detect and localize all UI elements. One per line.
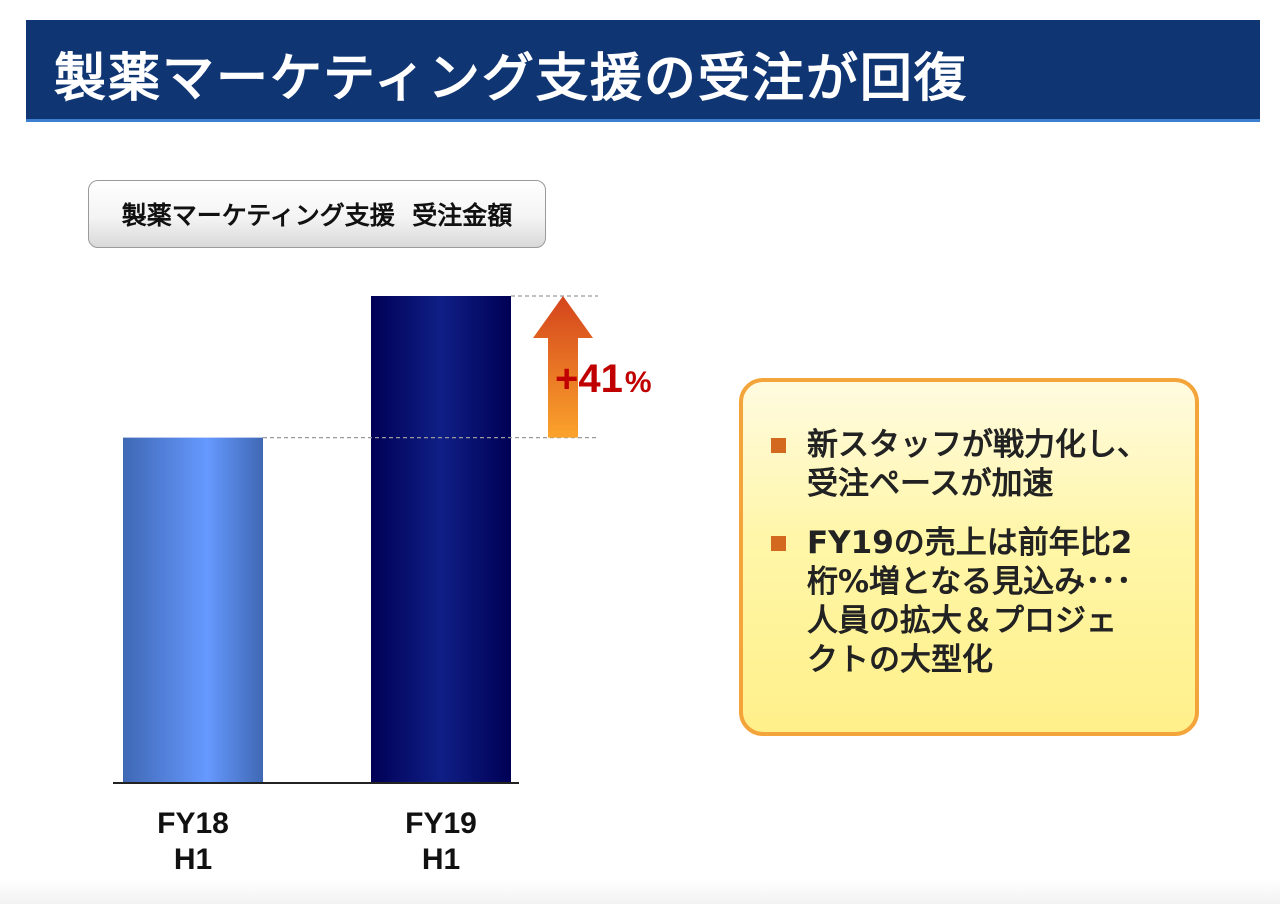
- bottom-fade: [0, 880, 1280, 904]
- growth-annotation-unit: %: [625, 366, 652, 399]
- chart-label: 製薬マーケティング支援 受注金額: [121, 201, 513, 230]
- category-label: FY18 H1: [157, 807, 229, 876]
- page-title: 製薬マーケティング支援の受注が回復: [54, 49, 968, 109]
- category-label-line: H1: [422, 843, 460, 876]
- bar-fy18: [123, 437, 263, 783]
- bullet-line: 桁%増となる見込み･･･: [807, 564, 1132, 600]
- bullet-line: クトの大型化: [807, 642, 993, 678]
- category-label-line: H1: [174, 843, 212, 876]
- growth-annotation: +41%: [555, 357, 652, 401]
- bullet-list: 新スタッフが戦力化し、 受注ペースが加速 FY19の売上は前年比2 桁%増となる…: [769, 426, 1181, 700]
- bullet-line: FY19の売上は前年比2: [807, 525, 1133, 561]
- category-label: FY19 H1: [405, 807, 477, 876]
- guides-layer: [263, 295, 598, 439]
- bullet-square-icon: [771, 536, 786, 551]
- bullet-line: 人員の拡大＆プロジェ: [807, 603, 1117, 639]
- growth-arrow-icon: [533, 296, 593, 438]
- callout-box: 新スタッフが戦力化し、 受注ペースが加速 FY19の売上は前年比2 桁%増となる…: [739, 378, 1199, 736]
- bullet-square-icon: [771, 438, 786, 453]
- bar-fy19: [371, 296, 511, 783]
- bars-layer: [113, 296, 519, 784]
- category-label-line: FY19: [405, 807, 477, 840]
- chart-label-box: 製薬マーケティング支援 受注金額: [88, 180, 546, 248]
- bullet-item: FY19の売上は前年比2 桁%増となる見込み･･･ 人員の拡大＆プロジェ クトの…: [769, 524, 1181, 680]
- bullet-line: 新スタッフが戦力化し、: [807, 427, 1148, 463]
- growth-arrow-group: +41%: [533, 296, 652, 438]
- bullet-item: 新スタッフが戦力化し、 受注ペースが加速: [769, 426, 1181, 504]
- growth-annotation-number: +41: [555, 357, 623, 401]
- title-bar: 製薬マーケティング支援の受注が回復: [26, 20, 1260, 122]
- bullet-line: 受注ペースが加速: [807, 466, 1054, 502]
- category-label-line: FY18: [157, 807, 229, 840]
